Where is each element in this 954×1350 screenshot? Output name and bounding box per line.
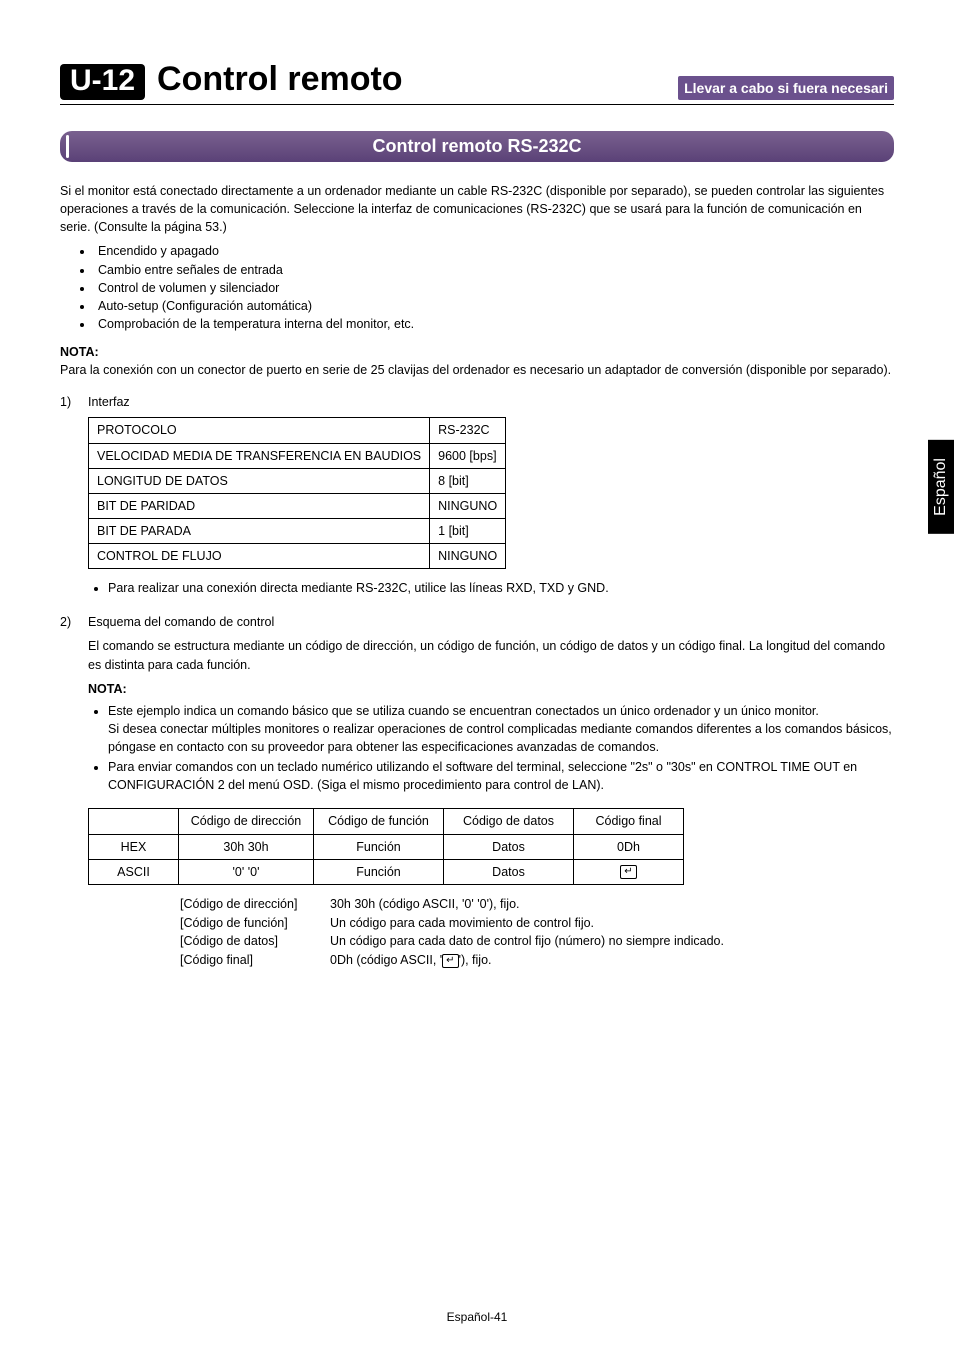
enter-key-icon: ↵ <box>442 954 458 968</box>
command-table: Código de dirección Código de función Có… <box>88 808 684 884</box>
def-val: 0Dh (código ASCII, '↵'), fijo. <box>330 951 492 970</box>
table-row: VELOCIDAD MEDIA DE TRANSFERENCIA EN BAUD… <box>89 443 506 468</box>
cell: HEX <box>89 834 179 859</box>
def-key: [Código de función] <box>180 914 330 933</box>
cell: ↵ <box>574 859 684 884</box>
cell-val: 8 [bit] <box>430 468 506 493</box>
cell-key: CONTROL DE FLUJO <box>89 544 430 569</box>
intro-paragraph: Si el monitor está conectado directament… <box>60 182 894 236</box>
section-number: 2) <box>60 613 78 631</box>
table-row: HEX 30h 30h Función Datos 0Dh <box>89 834 684 859</box>
table-row: LONGITUD DE DATOS 8 [bit] <box>89 468 506 493</box>
page-title: Control remoto <box>157 60 403 99</box>
note-text: Para la conexión con un conector de puer… <box>60 363 891 377</box>
def-key: [Código de dirección] <box>180 895 330 914</box>
enter-key-icon: ↵ <box>620 865 636 879</box>
section-title: Esquema del comando de control <box>88 613 274 631</box>
list-item: Control de volumen y silenciador <box>94 279 894 297</box>
note-2-list: Este ejemplo indica un comando básico qu… <box>60 702 894 795</box>
list-item: Para realizar una conexión directa media… <box>108 579 894 597</box>
def-key: [Código final] <box>180 951 330 970</box>
cell-key: BIT DE PARIDAD <box>89 493 430 518</box>
cell-val: 1 [bit] <box>430 518 506 543</box>
cell: ASCII <box>89 859 179 884</box>
note-label: NOTA: <box>60 345 99 359</box>
table-row: BIT DE PARADA 1 [bit] <box>89 518 506 543</box>
def-val-suffix: '), fijo. <box>459 953 492 967</box>
cell: Código final <box>574 809 684 834</box>
cell: '0' '0' <box>179 859 314 884</box>
cell-val: 9600 [bps] <box>430 443 506 468</box>
cell: Función <box>314 859 444 884</box>
def-row: [Código de función] Un código para cada … <box>180 914 894 933</box>
definitions-block: [Código de dirección] 30h 30h (código AS… <box>180 895 894 970</box>
cell-key: LONGITUD DE DATOS <box>89 468 430 493</box>
page-title-row: U-12 Control remoto Llevar a cabo si fue… <box>60 60 894 105</box>
list-item: Este ejemplo indica un comando básico qu… <box>108 702 894 756</box>
interface-footnote-list: Para realizar una conexión directa media… <box>60 579 894 597</box>
section-heading-bar: Control remoto RS-232C <box>60 131 894 162</box>
def-val-prefix: 0Dh (código ASCII, ' <box>330 953 442 967</box>
def-val: 30h 30h (código ASCII, '0' '0'), fijo. <box>330 895 520 914</box>
cell-val: RS-232C <box>430 418 506 443</box>
list-item: Para enviar comandos con un teclado numé… <box>108 758 894 794</box>
cell-val: NINGUNO <box>430 544 506 569</box>
def-row: [Código de datos] Un código para cada da… <box>180 932 894 951</box>
list-item: Encendido y apagado <box>94 242 894 260</box>
chapter-badge: U-12 <box>60 64 145 100</box>
cell-val: NINGUNO <box>430 493 506 518</box>
page-footer: Español-41 <box>0 1310 954 1324</box>
cell <box>89 809 179 834</box>
table-header-row: Código de dirección Código de función Có… <box>89 809 684 834</box>
section-title: Interfaz <box>88 393 130 411</box>
cell: Datos <box>444 834 574 859</box>
list-item: Auto-setup (Configuración automática) <box>94 297 894 315</box>
list-item: Cambio entre señales de entrada <box>94 261 894 279</box>
cell: Código de datos <box>444 809 574 834</box>
feature-list: Encendido y apagado Cambio entre señales… <box>60 242 894 333</box>
def-row: [Código de dirección] 30h 30h (código AS… <box>180 895 894 914</box>
table-row: ASCII '0' '0' Función Datos ↵ <box>89 859 684 884</box>
section-2-desc: El comando se estructura mediante un cód… <box>88 637 894 673</box>
section-1-header: 1) Interfaz <box>60 393 894 411</box>
cell: 30h 30h <box>179 834 314 859</box>
def-val: Un código para cada dato de control fijo… <box>330 932 724 951</box>
def-val: Un código para cada movimiento de contro… <box>330 914 594 933</box>
list-item: Comprobación de la temperatura interna d… <box>94 315 894 333</box>
cell-key: VELOCIDAD MEDIA DE TRANSFERENCIA EN BAUD… <box>89 443 430 468</box>
cell: 0Dh <box>574 834 684 859</box>
title-left: U-12 Control remoto <box>60 60 403 100</box>
def-key: [Código de datos] <box>180 932 330 951</box>
interface-table: PROTOCOLO RS-232C VELOCIDAD MEDIA DE TRA… <box>88 417 506 569</box>
language-side-tab: Español <box>928 440 954 534</box>
table-row: PROTOCOLO RS-232C <box>89 418 506 443</box>
cell: Código de función <box>314 809 444 834</box>
table-row: CONTROL DE FLUJO NINGUNO <box>89 544 506 569</box>
cell: Datos <box>444 859 574 884</box>
note-label-2: NOTA: <box>88 680 894 698</box>
def-row: [Código final] 0Dh (código ASCII, '↵'), … <box>180 951 894 970</box>
section-number: 1) <box>60 393 78 411</box>
table-row: BIT DE PARIDAD NINGUNO <box>89 493 506 518</box>
section-2-header: 2) Esquema del comando de control <box>60 613 894 631</box>
cell: Código de dirección <box>179 809 314 834</box>
aside-label: Llevar a cabo si fuera necesari <box>678 76 894 100</box>
cell-key: PROTOCOLO <box>89 418 430 443</box>
cell-key: BIT DE PARADA <box>89 518 430 543</box>
cell: Función <box>314 834 444 859</box>
note-block-1: NOTA: Para la conexión con un conector d… <box>60 343 894 379</box>
